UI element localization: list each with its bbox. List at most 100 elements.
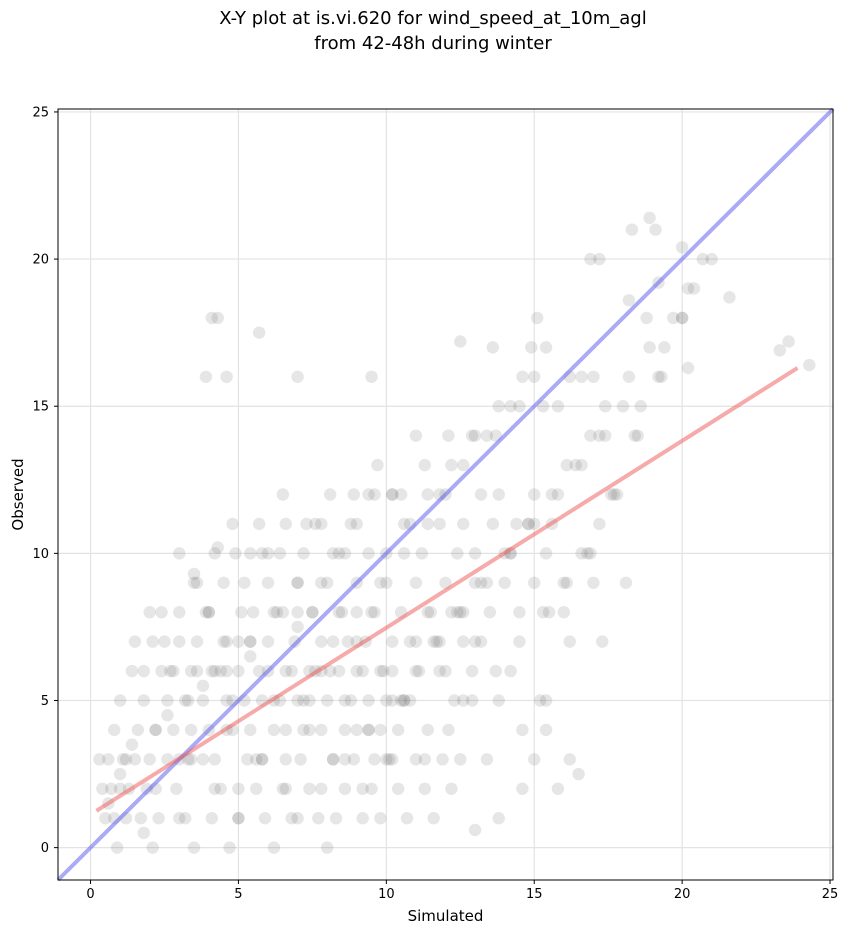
data-point (190, 635, 204, 648)
data-point (409, 576, 423, 589)
data-point (332, 547, 346, 560)
data-point (374, 664, 387, 678)
data-point (433, 517, 446, 531)
chart-title-line-1: X-Y plot at is.vi.620 for wind_speed_at_… (219, 8, 647, 29)
data-point (320, 841, 334, 854)
data-point (584, 252, 597, 266)
data-point (173, 812, 186, 825)
data-point (149, 723, 162, 737)
data-point (474, 635, 488, 648)
data-point (291, 620, 304, 634)
data-point (457, 458, 470, 472)
data-point (418, 753, 431, 766)
data-point (457, 635, 470, 648)
data-point (782, 335, 795, 348)
data-point (421, 606, 434, 619)
data-point (276, 782, 290, 795)
data-point (196, 753, 210, 766)
data-point (465, 664, 479, 678)
data-point (386, 694, 399, 707)
data-point (146, 841, 159, 854)
data-point (424, 606, 437, 619)
data-point (539, 547, 553, 560)
data-point (184, 723, 198, 737)
data-point (341, 635, 355, 648)
data-point (291, 606, 304, 619)
data-point (604, 488, 618, 501)
data-point (326, 635, 340, 648)
data-point (374, 812, 387, 825)
data-point (137, 664, 150, 678)
data-point (137, 826, 150, 840)
data-point (454, 753, 467, 766)
data-point (386, 488, 399, 501)
data-point (622, 294, 636, 307)
data-point (108, 723, 121, 737)
data-point (252, 517, 266, 531)
data-point (465, 429, 479, 442)
data-point (397, 517, 411, 531)
data-point (196, 694, 210, 707)
data-point (454, 335, 467, 348)
data-point (430, 635, 443, 648)
data-point (323, 664, 337, 678)
data-point (143, 606, 156, 619)
data-point (542, 606, 556, 619)
data-point (205, 311, 219, 325)
data-point (643, 341, 656, 354)
data-point (442, 429, 455, 442)
data-point (190, 664, 204, 678)
data-point (173, 606, 186, 619)
y-tick-label: 15 (32, 400, 49, 415)
data-point (525, 341, 538, 354)
data-point (208, 753, 221, 766)
data-point (528, 753, 541, 766)
data-point (539, 694, 553, 707)
data-point (640, 311, 653, 325)
data-point (267, 723, 281, 737)
data-point (332, 606, 346, 619)
data-point (338, 782, 352, 795)
data-point (504, 664, 517, 678)
data-point (323, 488, 337, 501)
data-point (723, 291, 736, 304)
data-point (483, 606, 497, 619)
data-point (279, 753, 292, 766)
data-point (146, 635, 159, 648)
data-point (232, 812, 245, 825)
data-point (276, 488, 290, 501)
data-point (125, 738, 139, 751)
data-point (329, 812, 343, 825)
data-point (365, 782, 378, 795)
data-point (498, 576, 511, 589)
data-point (362, 723, 375, 737)
data-point (315, 723, 328, 737)
data-point (486, 341, 500, 354)
data-point (658, 341, 671, 354)
data-point (560, 458, 573, 472)
data-point (149, 723, 162, 737)
data-point (344, 694, 358, 707)
data-point (516, 723, 529, 737)
data-point (306, 606, 319, 619)
data-point (380, 753, 393, 766)
data-point (599, 429, 612, 442)
data-point (377, 664, 390, 678)
data-point (190, 576, 204, 589)
y-tick-label: 10 (32, 547, 49, 562)
data-point (362, 547, 375, 560)
data-point (386, 635, 399, 648)
data-point (223, 841, 236, 854)
fit-line (95, 366, 799, 813)
data-point (368, 606, 381, 619)
data-point (199, 370, 213, 383)
data-point (273, 547, 287, 560)
y-axis-ticks: 0 5 10 15 20 25 (32, 105, 58, 856)
data-point (187, 567, 201, 581)
data-point (128, 753, 142, 766)
data-point (356, 664, 369, 678)
data-point (155, 664, 168, 678)
data-point (492, 400, 505, 413)
data-point (391, 723, 405, 737)
